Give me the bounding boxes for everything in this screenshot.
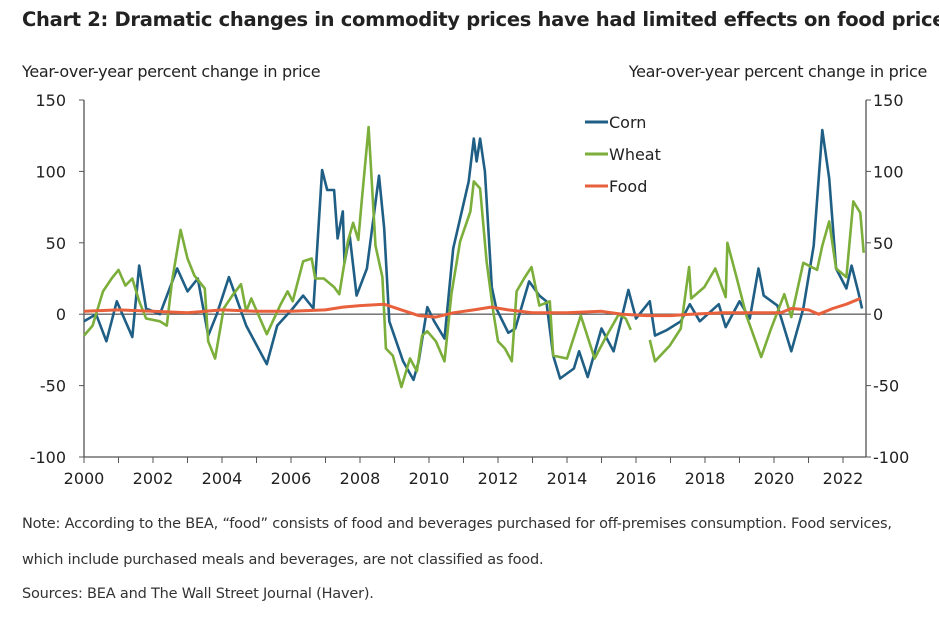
x-tick-label: 2012 bbox=[478, 469, 519, 488]
chart-title: Chart 2: Dramatic changes in commodity p… bbox=[22, 8, 939, 31]
series-line-food bbox=[83, 297, 861, 319]
legend-label-wheat: Wheat bbox=[609, 145, 661, 164]
y-tick-label-right: 100 bbox=[873, 162, 904, 181]
y-tick-label-left: 50 bbox=[46, 234, 66, 253]
x-tick-label: 2010 bbox=[409, 469, 450, 488]
x-tick-label: 2002 bbox=[133, 469, 174, 488]
x-tick-label: 2022 bbox=[823, 469, 864, 488]
y-tick-label-left: -100 bbox=[30, 448, 66, 467]
x-tick-label: 2006 bbox=[271, 469, 312, 488]
series-line-corn bbox=[83, 128, 864, 382]
y-tick-label-left: -50 bbox=[40, 377, 66, 396]
y-tick-label-left: 100 bbox=[35, 162, 66, 181]
y-axis-label-left: Year-over-year percent change in price bbox=[22, 62, 321, 81]
note-line-1: Note: According to the BEA, “food” consi… bbox=[22, 516, 892, 532]
y-tick-label-right: 50 bbox=[873, 234, 893, 253]
x-tick-label: 2000 bbox=[64, 469, 105, 488]
y-tick-label-left: 150 bbox=[35, 91, 66, 110]
y-tick-label-right: -50 bbox=[873, 377, 899, 396]
x-tick-label: 2020 bbox=[754, 469, 795, 488]
y-tick-label-right: 0 bbox=[873, 305, 883, 324]
x-tick-label: 2018 bbox=[685, 469, 726, 488]
x-tick-label: 2004 bbox=[202, 469, 243, 488]
legend-label-food: Food bbox=[609, 177, 647, 196]
x-tick-label: 2016 bbox=[616, 469, 657, 488]
x-tick-label: 2014 bbox=[547, 469, 588, 488]
y-tick-label-right: -100 bbox=[873, 448, 909, 467]
sources: Sources: BEA and The Wall Street Journal… bbox=[22, 586, 374, 602]
x-tick-label: 2008 bbox=[340, 469, 381, 488]
note-line-2: which include purchased meals and bevera… bbox=[22, 552, 544, 568]
series-line-wheat bbox=[83, 125, 865, 389]
y-tick-label-left: 0 bbox=[56, 305, 66, 324]
y-tick-label-right: 150 bbox=[873, 91, 904, 110]
y-axis-label-right: Year-over-year percent change in price bbox=[628, 62, 928, 81]
legend-label-corn: Corn bbox=[609, 113, 646, 132]
